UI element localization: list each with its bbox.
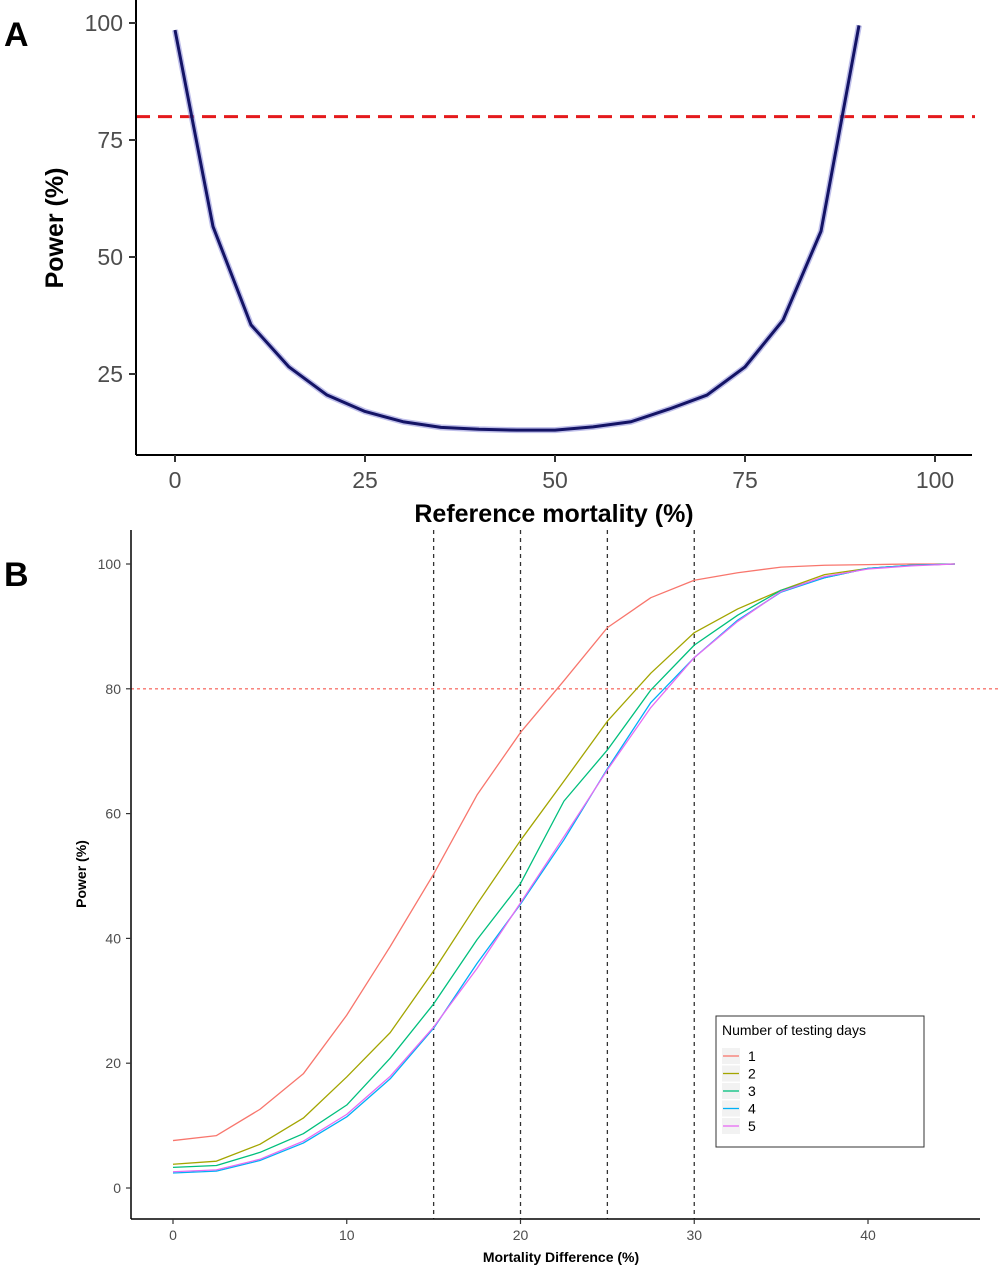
panel-a-series-band: [172, 24, 862, 434]
panel-a-y-axis-title: Power (%): [41, 168, 69, 289]
panel-a-series-line: [173, 25, 861, 432]
panel-b-y-tick-label: 0: [113, 1180, 121, 1196]
panel-b-x-tick-label: 0: [169, 1227, 177, 1243]
panel-a-x-tick-label: 100: [916, 467, 954, 493]
panel-b-series-line-5: [172, 563, 955, 1173]
panel-a-y-tick-label: 25: [97, 361, 123, 387]
panel-a-x-tick-label: 75: [732, 467, 758, 493]
panel-b-x-tick-label: 30: [686, 1227, 702, 1243]
panel-b-series-line-2: [172, 563, 955, 1165]
panel-b-legend: Number of testing days 1 23 45: [715, 1015, 925, 1148]
panel-a-y-tick-label: 75: [97, 127, 123, 153]
legend-label-1: 1: [748, 1048, 756, 1064]
panel-b-y-tick-label: 60: [105, 806, 121, 822]
panel-b-x-tick-label: 20: [513, 1227, 529, 1243]
legend-label-5: 5: [748, 1118, 756, 1134]
legend-label-2: 2: [748, 1066, 756, 1082]
legend-label-3: 3: [748, 1083, 756, 1099]
panel-b-y-tick-label: 20: [105, 1055, 121, 1071]
panel-a-x-tick-label: 50: [542, 467, 568, 493]
legend-label-4: 4: [748, 1101, 756, 1117]
panel-a-x-tick-label: 25: [352, 467, 378, 493]
legend-title: Number of testing days: [722, 1022, 866, 1038]
panel-a-x-tick-label: 0: [169, 467, 182, 493]
panel-b-y-axis-title: Power (%): [73, 840, 89, 908]
panel-b-series-line-1: [172, 563, 955, 1142]
panel-b: B 0 20 40 60 80 100 0 10 20 30 40 Mortality Diffe…: [4, 530, 1000, 1265]
panel-a: A 25 50 75 100 0 25 50 75 100 Reference mortali…: [4, 0, 975, 528]
panel-a-y-tick-label: 50: [97, 244, 123, 270]
panel-b-y-tick-label: 40: [105, 930, 121, 946]
panel-b-y-tick-label: 80: [105, 681, 121, 697]
panel-b-x-axis-title: Mortality Difference (%): [483, 1249, 639, 1265]
panel-b-y-tick-label: 100: [98, 556, 122, 572]
panel-a-label: A: [4, 16, 29, 54]
panel-a-x-axis-title: Reference mortality (%): [414, 500, 693, 528]
panel-a-y-tick-label: 100: [85, 10, 123, 36]
panel-b-series-line-4: [172, 563, 955, 1174]
legend-box: [715, 1015, 925, 1148]
panel-b-x-tick-label: 10: [339, 1227, 355, 1243]
panel-b-x-tick-label: 40: [860, 1227, 876, 1243]
panel-b-label: B: [4, 556, 29, 594]
